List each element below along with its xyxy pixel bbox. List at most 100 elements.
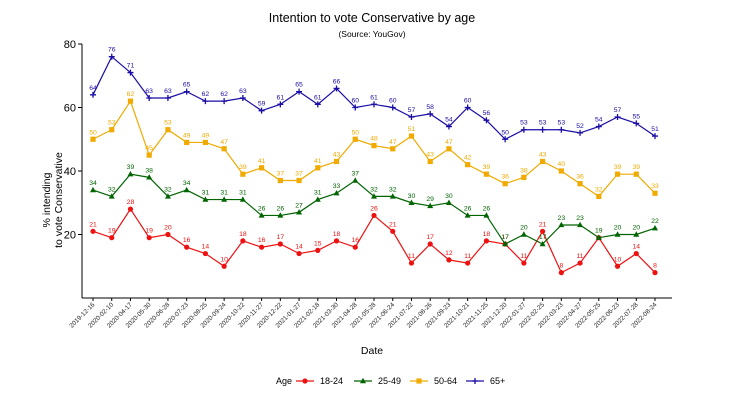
- data-label: 37: [277, 171, 285, 178]
- data-label: 59: [258, 101, 266, 108]
- data-label: 76: [108, 47, 116, 54]
- data-label: 12: [445, 250, 453, 257]
- data-point: [258, 212, 265, 218]
- chart-title: Intention to vote Conservative by age: [269, 11, 475, 25]
- data-point: [315, 247, 321, 253]
- data-point: [408, 260, 415, 266]
- data-label: 63: [145, 88, 153, 95]
- data-point: [202, 196, 209, 202]
- data-point: [652, 270, 658, 276]
- data-point: [146, 235, 152, 241]
- data-label: 34: [89, 180, 97, 187]
- data-label: 62: [127, 91, 135, 98]
- data-label: 62: [202, 91, 210, 98]
- data-label: 17: [426, 234, 434, 241]
- data-point: [221, 146, 227, 152]
- data-label: 60: [389, 98, 397, 105]
- data-label: 32: [108, 186, 116, 193]
- data-label: 49: [202, 132, 210, 139]
- data-label: 41: [258, 158, 266, 165]
- data-label: 36: [576, 174, 584, 181]
- data-point: [333, 238, 340, 244]
- data-label: 39: [614, 164, 622, 171]
- data-point: [259, 165, 265, 171]
- data-point: [240, 171, 246, 177]
- data-label: 41: [314, 158, 322, 165]
- data-point: [540, 228, 546, 234]
- data-label: 50: [351, 129, 359, 136]
- data-label: 61: [277, 94, 285, 101]
- data-label: 31: [314, 190, 322, 197]
- data-label: 14: [202, 244, 210, 251]
- data-point: [445, 199, 452, 205]
- data-label: 47: [220, 139, 228, 146]
- data-point: [445, 123, 452, 130]
- y-tick-label: 40: [64, 166, 76, 178]
- data-label: 32: [370, 186, 378, 193]
- data-point: [127, 69, 134, 76]
- series-line-18-24: [92, 208, 656, 274]
- data-label: 22: [651, 218, 659, 225]
- series-25-49: 34 32 39 38 32 34 31 31 31 26 26 27 31 33 37 32 32 30 29 30…: [89, 164, 659, 247]
- data-point: [314, 196, 321, 202]
- data-label: 17: [501, 234, 509, 241]
- data-label: 20: [520, 225, 528, 232]
- data-point: [483, 238, 489, 244]
- data-point: [633, 250, 639, 257]
- series-18-24: 21 19 28 19 20 16 14 10 18 16 17 14 15 18 16 26 21 11 17 12…: [89, 199, 658, 276]
- data-label: 32: [389, 186, 397, 193]
- legend-swatch-marker: [416, 378, 422, 384]
- data-label: 36: [501, 174, 509, 181]
- data-point: [221, 98, 228, 105]
- data-label: 31: [202, 190, 210, 197]
- data-point: [352, 104, 359, 111]
- data-point: [389, 193, 396, 199]
- data-point: [90, 91, 96, 98]
- data-point: [389, 104, 396, 111]
- data-label: 26: [464, 205, 472, 212]
- data-point: [558, 126, 565, 133]
- data-label: 37: [295, 171, 303, 178]
- data-label: 19: [595, 228, 603, 235]
- data-point: [90, 228, 96, 234]
- data-point: [296, 209, 303, 215]
- data-point: [465, 162, 471, 168]
- data-point: [277, 241, 283, 247]
- data-point: [520, 231, 527, 237]
- data-label: 32: [595, 186, 603, 193]
- data-point: [127, 206, 134, 212]
- data-label: 66: [333, 78, 341, 85]
- data-label: 50: [501, 129, 509, 136]
- data-point: [558, 221, 565, 228]
- data-point: [614, 231, 621, 237]
- data-label: 53: [164, 120, 172, 127]
- data-label: 34: [183, 180, 191, 187]
- data-label: 10: [220, 256, 228, 263]
- data-label: 18: [333, 231, 341, 238]
- data-label: 39: [632, 164, 640, 171]
- data-label: 52: [576, 123, 584, 130]
- data-label: 26: [370, 205, 378, 212]
- data-label: 39: [483, 164, 491, 171]
- data-label: 16: [258, 237, 266, 244]
- data-point: [202, 98, 209, 105]
- data-point: [221, 196, 228, 202]
- legend-item-25-49: 25-49: [354, 376, 401, 386]
- data-label: 53: [539, 120, 547, 127]
- data-label: 33: [333, 183, 341, 190]
- data-point: [502, 136, 509, 143]
- data-label: 43: [426, 151, 434, 158]
- data-point: [239, 94, 246, 101]
- data-point: [333, 158, 340, 165]
- data-point: [539, 126, 546, 133]
- axes: 20 40 60 80: [64, 39, 672, 299]
- data-label: 33: [651, 183, 659, 190]
- data-point: [558, 270, 564, 276]
- data-point: [464, 212, 471, 218]
- data-point: [108, 193, 115, 199]
- data-point: [521, 260, 527, 266]
- data-point: [614, 114, 621, 121]
- data-point: [520, 126, 527, 133]
- data-point: [296, 250, 302, 257]
- data-label: 47: [389, 139, 397, 146]
